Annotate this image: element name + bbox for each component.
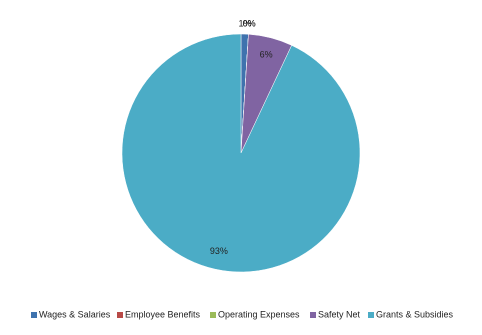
data-label: 93% bbox=[210, 246, 228, 256]
legend-label: Grants & Subsidies bbox=[376, 309, 454, 319]
legend-label: Wages & Salaries bbox=[39, 309, 111, 319]
data-label: 1% bbox=[239, 18, 252, 28]
data-label: 0% bbox=[243, 19, 256, 29]
legend-label: Safety Net bbox=[318, 309, 361, 319]
legend-swatch bbox=[31, 312, 37, 318]
data-label: 6% bbox=[260, 49, 273, 59]
legend-swatch bbox=[210, 312, 216, 318]
data-label: 0% bbox=[243, 19, 256, 29]
pie-slice bbox=[121, 33, 361, 273]
legend-label: Employee Benefits bbox=[125, 309, 201, 319]
legend-swatch bbox=[117, 312, 123, 318]
legend-swatch bbox=[368, 312, 374, 318]
legend-label: Operating Expenses bbox=[218, 309, 300, 319]
legend-swatch bbox=[310, 312, 316, 318]
